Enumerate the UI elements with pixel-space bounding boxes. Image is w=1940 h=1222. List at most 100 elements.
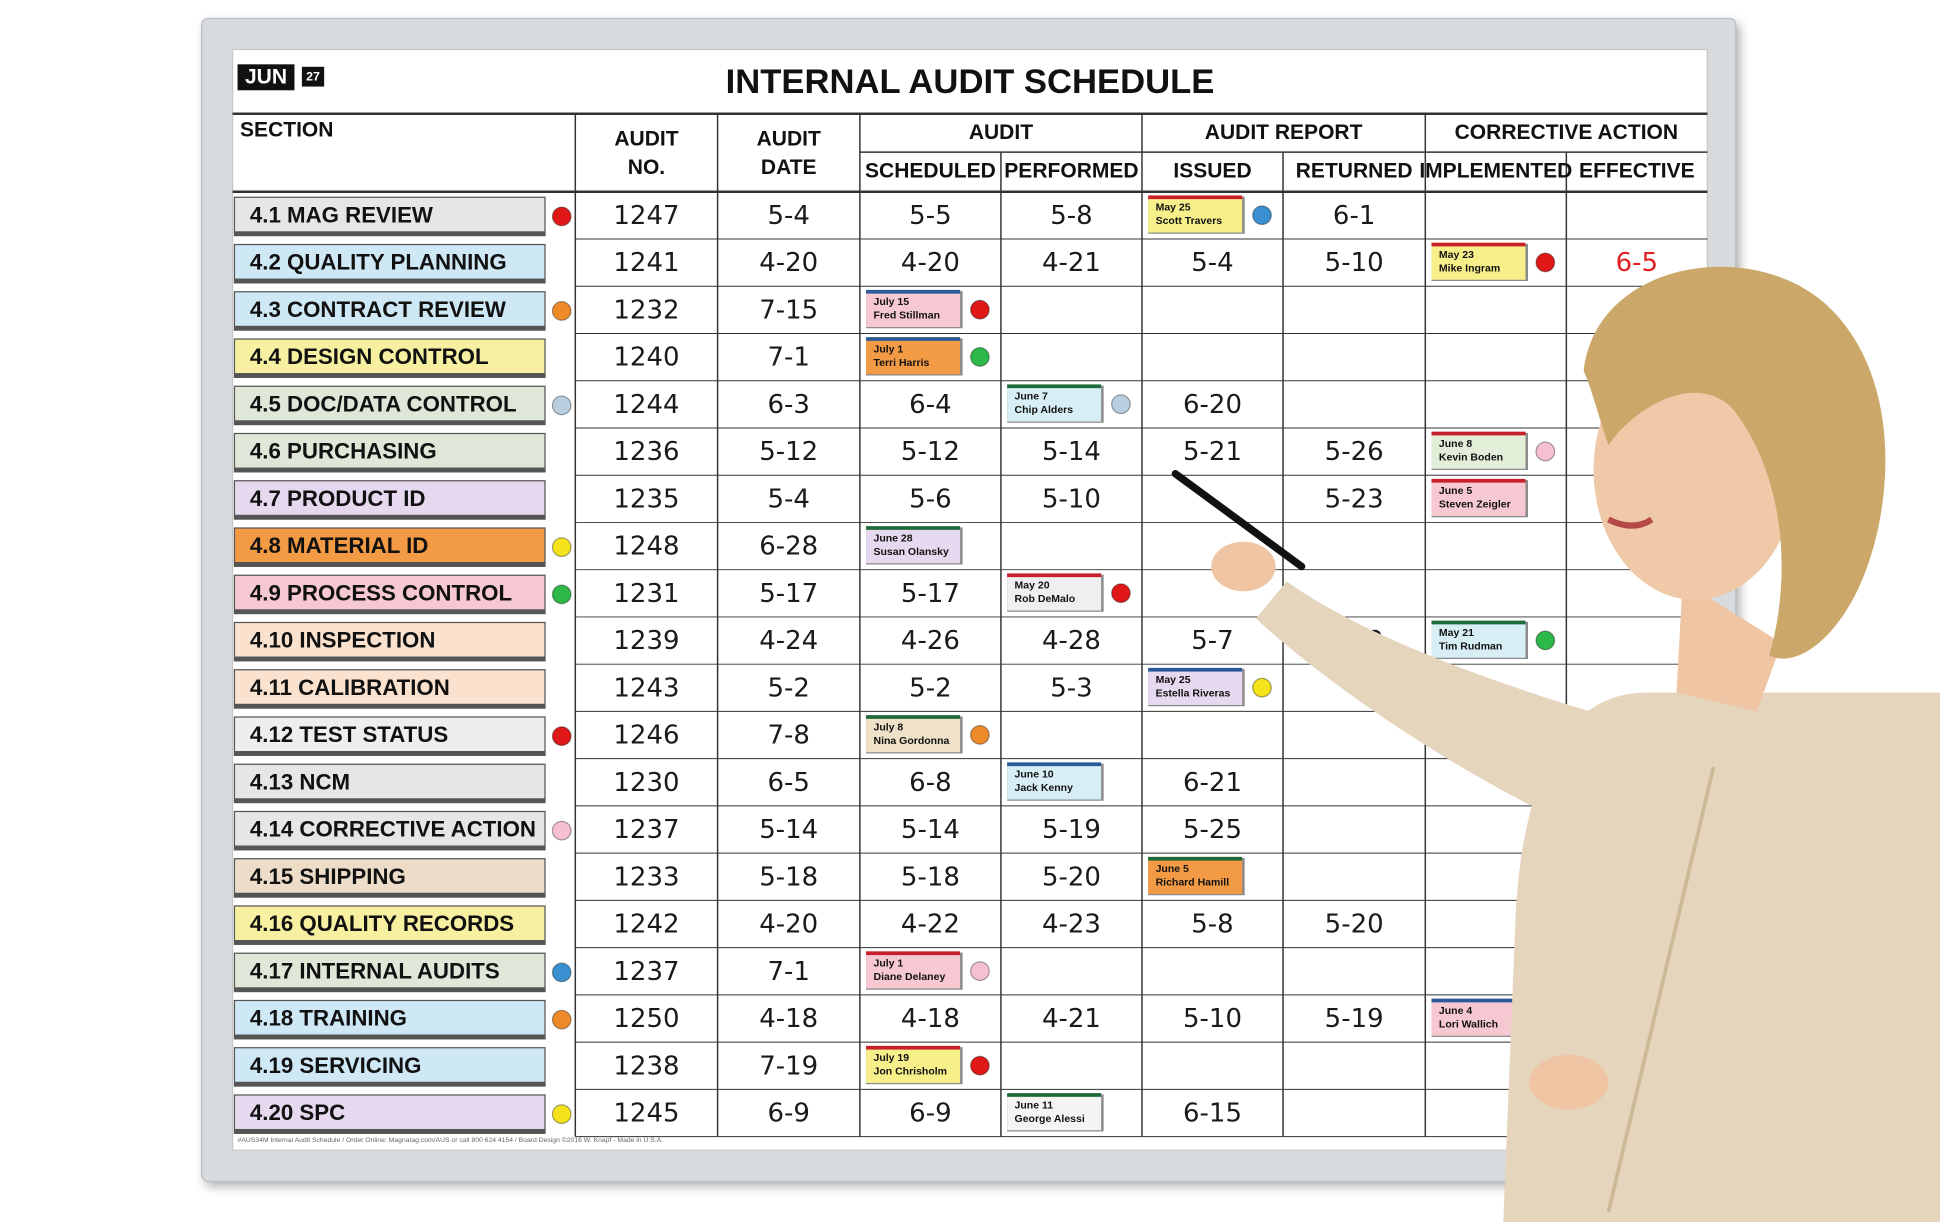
handwritten-entry: 6-3 [768, 390, 810, 420]
card-edge [1431, 242, 1526, 247]
magnetic-card [1007, 1093, 1102, 1131]
section-label: 4.9 PROCESS CONTROL [250, 580, 512, 605]
group-header: AUDIT [969, 121, 1033, 144]
card-name: Tim Rudman [1439, 640, 1502, 652]
card-edge [1431, 431, 1526, 436]
card-edge [1431, 998, 1526, 1003]
section-strip [235, 245, 545, 279]
card-edge [866, 526, 961, 530]
card-name: Fred Stillman [873, 310, 940, 322]
handwritten-entry: 1245 [613, 1099, 679, 1129]
card-date: May 25 [1156, 202, 1191, 214]
card-name: Richard Hamill [1156, 877, 1230, 889]
sub-header: RETURNED [1296, 159, 1413, 182]
handwritten-entry: 6-8 [909, 768, 951, 798]
card-name: Rob DeMalo [1015, 593, 1076, 605]
column-header: NO. [628, 156, 665, 179]
arm [1255, 581, 1652, 842]
handwritten-entry: 1238 [613, 1051, 679, 1081]
handwritten-entry: 6-9 [768, 1099, 810, 1129]
section-strip [235, 670, 545, 704]
card-date: June 11 [1015, 1099, 1054, 1111]
section-label: 4.16 QUALITY RECORDS [250, 911, 514, 936]
card-edge [1431, 478, 1526, 483]
handwritten-entry: 1230 [613, 768, 679, 798]
magnetic-card [1007, 573, 1102, 611]
handwritten-entry: 1250 [613, 1004, 679, 1034]
magnetic-card [1431, 242, 1526, 280]
card-date: May 20 [1015, 580, 1050, 592]
magnetic-card [866, 289, 961, 328]
card-edge [1148, 667, 1243, 672]
handwritten-entry: 4-23 [1042, 910, 1101, 940]
neck [1676, 581, 1782, 712]
card-edge [866, 289, 961, 294]
group-header: AUDIT REPORT [1205, 121, 1363, 144]
card-date: July 1 [873, 958, 903, 970]
handwritten-entry: 5-12 [901, 437, 960, 467]
magnet-dot [1111, 394, 1131, 415]
section-label: 4.1 MAG REVIEW [250, 202, 433, 227]
handwritten-entry: 7-1 [768, 343, 810, 373]
card-name: Kevin Boden [1439, 451, 1503, 463]
section-strip [235, 481, 545, 515]
card-name: Susan Olansky [873, 546, 948, 558]
magnet-dot [1252, 205, 1272, 226]
handwritten-entry: 5-18 [759, 862, 818, 892]
marker-pen [1171, 470, 1306, 571]
handwritten-entry: 1248 [613, 532, 679, 562]
magnetic-card [866, 951, 961, 989]
card-date: June 28 [873, 532, 912, 544]
smile [1607, 516, 1654, 529]
card-edge [1148, 856, 1243, 861]
card-edge [866, 715, 961, 719]
card-name: Terri Harris [873, 357, 929, 369]
magnet-dot [1535, 441, 1556, 462]
section-label: 4.15 SHIPPING [250, 864, 406, 889]
magnet-dot [551, 726, 572, 747]
card-edge [866, 337, 961, 341]
section-label: 4.6 PURCHASING [250, 439, 437, 464]
handwritten-entry: 5-2 [909, 673, 951, 703]
magnetic-card [1148, 195, 1243, 233]
handwritten-entry: 1237 [613, 815, 679, 845]
handwritten-entry: 6-4 [909, 390, 951, 420]
handwritten-entry: 5-25 [1183, 815, 1242, 845]
card-name: Scott Travers [1156, 215, 1223, 227]
handwritten-entry: 5-14 [901, 815, 960, 845]
card-date: July 1 [873, 343, 903, 355]
handwritten-entry: 1246 [613, 721, 679, 751]
card-name: Jon Chrisholm [873, 1066, 947, 1078]
magnetic-card [1007, 762, 1102, 800]
section-label: 4.3 CONTRACT REVIEW [250, 297, 506, 322]
handwritten-entry: 1239 [613, 626, 679, 656]
handwritten-entry: 5-19 [1042, 815, 1101, 845]
card-edge [866, 1045, 961, 1050]
section-strip [235, 339, 545, 374]
card-date: June 7 [1015, 391, 1048, 403]
handwritten-entry: 1235 [613, 484, 679, 514]
card-name: George Alessi [1015, 1113, 1085, 1125]
magnetic-card [866, 526, 961, 564]
card-date: June 10 [1015, 769, 1054, 781]
section-label: 4.20 SPC [250, 1100, 345, 1125]
hand [1211, 541, 1276, 592]
handwritten-entry: 1236 [613, 437, 679, 467]
handwritten-entry: 5-26 [1325, 437, 1384, 467]
jacket-seam [1606, 766, 1716, 1213]
section-strip [235, 906, 545, 940]
card-name: Nina Gordonna [873, 735, 949, 747]
handwritten-entry: 6-1 [1333, 201, 1375, 231]
magnet-dot [970, 961, 990, 982]
magnetic-card [866, 337, 961, 375]
section-label: 4.14 CORRECTIVE ACTION [250, 817, 536, 842]
month: JUN [245, 65, 287, 88]
magnet-dot [970, 1055, 990, 1076]
magnet-dot [551, 537, 572, 558]
card-name: Jack Kenny [1015, 782, 1074, 794]
section-label: 4.17 INTERNAL AUDITS [250, 958, 500, 983]
card-edge [1007, 384, 1102, 389]
card-edge [866, 951, 961, 956]
section-strip [235, 1048, 545, 1082]
